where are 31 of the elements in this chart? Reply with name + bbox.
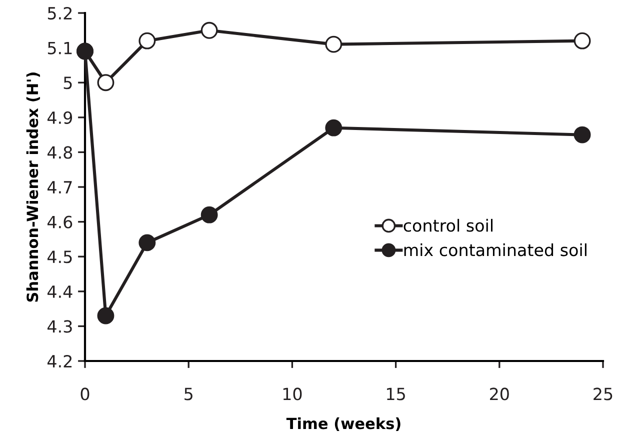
y-tick-label: 4.5 [48,250,72,264]
x-tick-label: 25 [594,388,612,400]
y-tick-label: 4.6 [48,216,72,228]
point [325,36,342,53]
x-tick-label: 15 [387,388,405,400]
y-tick-label: 5 [64,76,72,90]
y-tick-label: 4.7 [48,181,72,194]
y-tick-label: 4.8 [48,146,72,159]
point [325,119,342,136]
x-tick-label: 10 [283,388,302,400]
point [200,206,218,224]
legend-label: control soil [404,218,492,232]
y-tick-label: 5.2 [48,6,72,20]
point [138,32,156,50]
y-tick-label: 4.4 [48,286,72,298]
legend-label: mix contaminated soil [404,243,586,256]
x-tick-label: 20 [490,388,509,400]
y-tick-label: 4.2 [48,354,72,368]
x-axis-title: Time (weeks) [286,417,400,432]
y-tick-label: 4.9 [48,111,72,124]
point [97,74,114,92]
point [574,32,591,50]
y-tick-label: 4.3 [48,320,72,333]
point [138,234,156,252]
x-tick-label: 0 [80,388,90,400]
point [97,307,114,324]
point [574,126,591,144]
y-axis-title: Shannon-Wiener index (H') [26,72,40,302]
point [200,22,218,39]
y-tick-label: 5.1 [48,42,72,54]
x-tick-label: 5 [184,388,192,400]
